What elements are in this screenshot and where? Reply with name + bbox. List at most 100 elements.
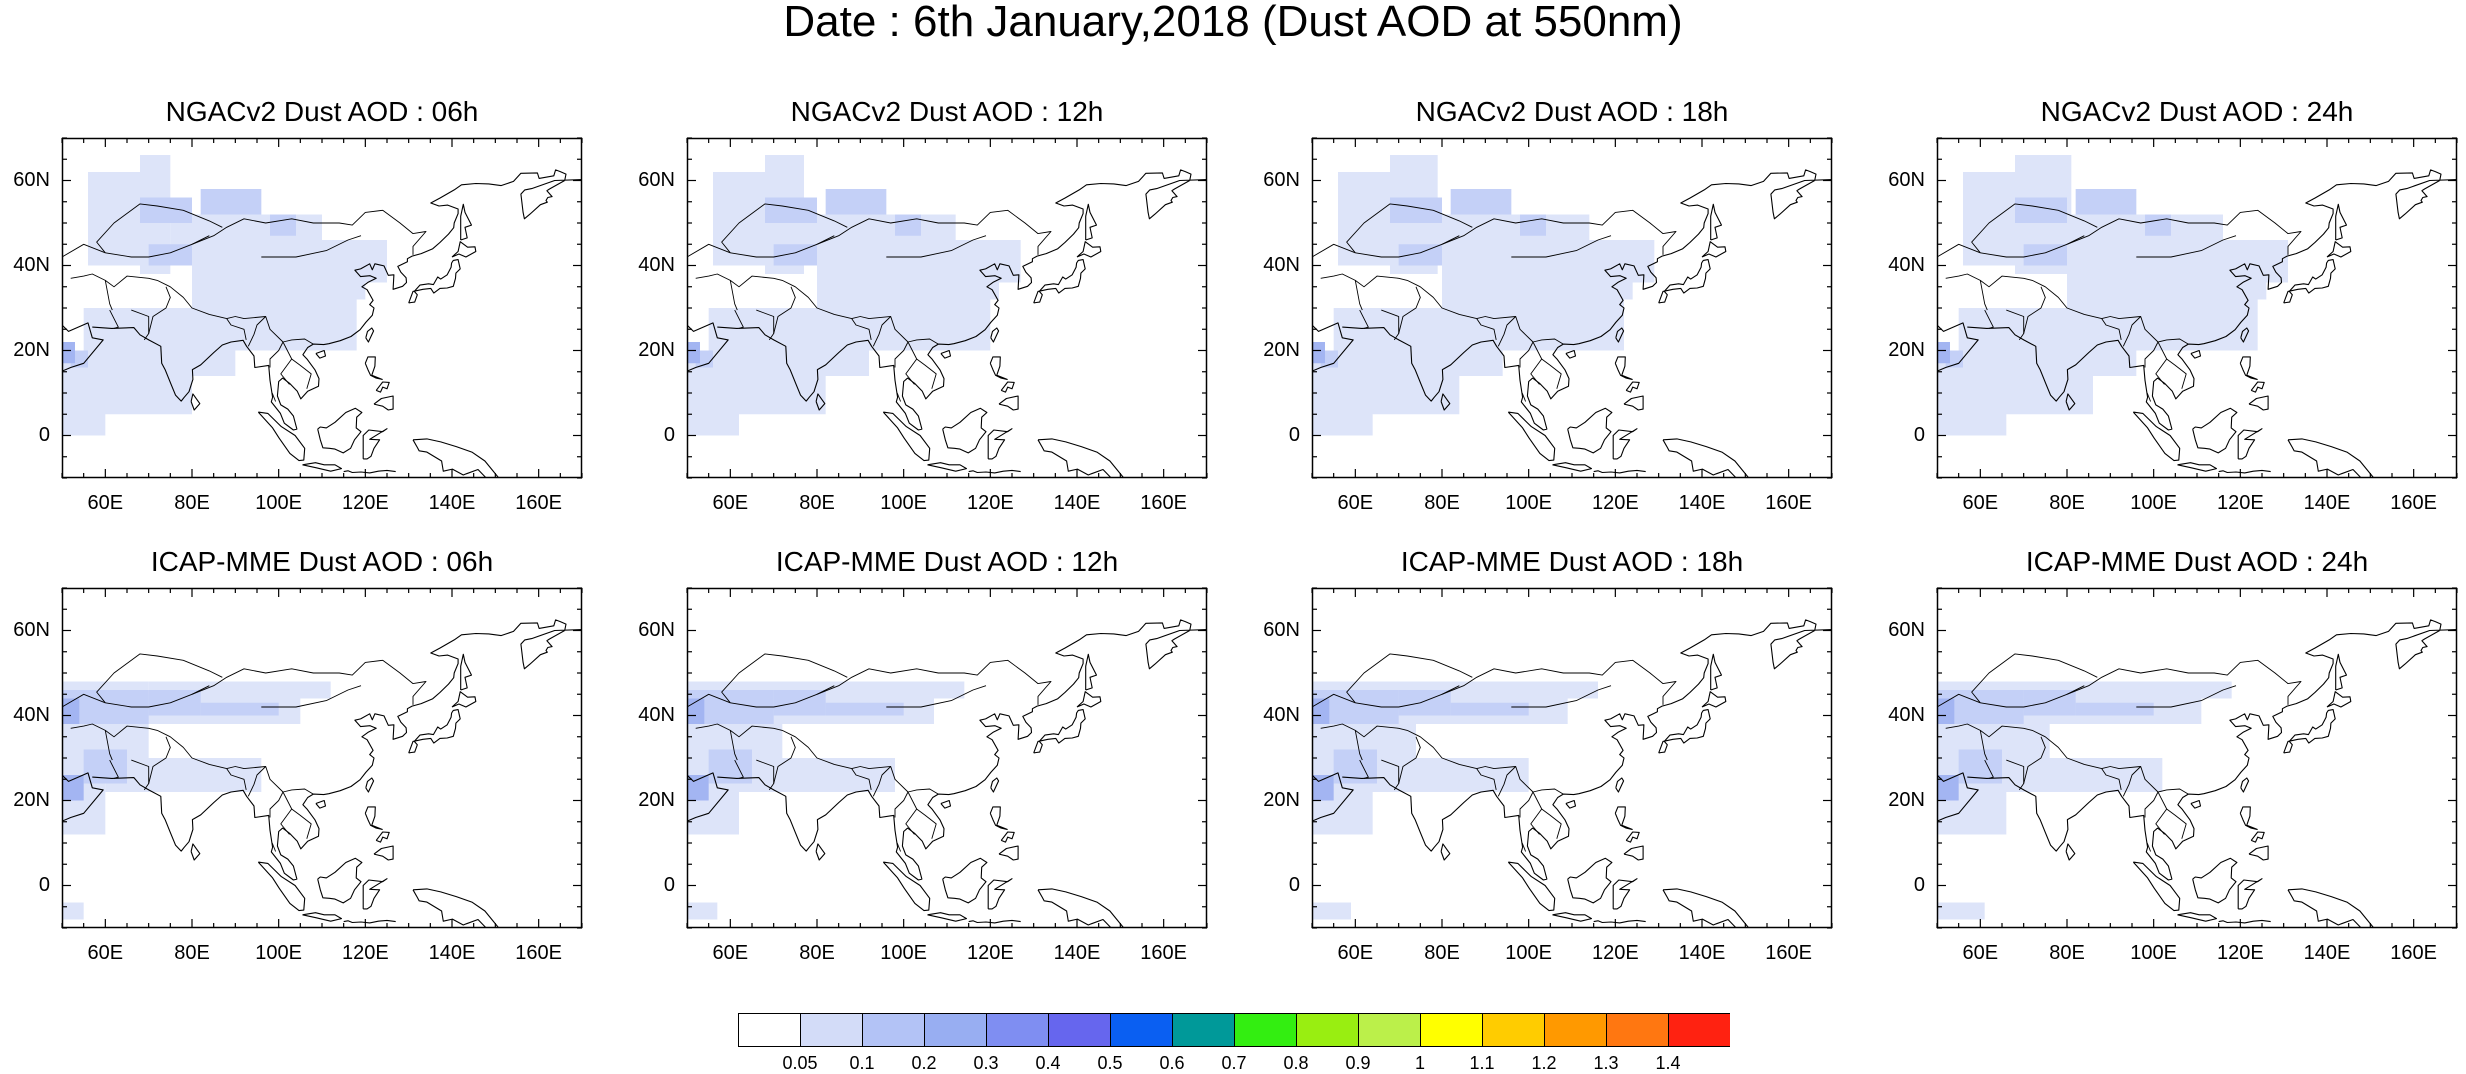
lon-tick-label: 100E — [1505, 942, 1553, 964]
map-panel: ICAP-MME Dust AOD : 18h 60N 40N 20N 0 60E 80E 1… — [1263, 546, 1833, 964]
lon-tick-label: 120E — [341, 942, 389, 964]
coastline — [1507, 411, 1556, 462]
country-border — [104, 730, 113, 761]
coastline — [1000, 381, 1015, 393]
lat-tick-label: 20N — [1888, 338, 1925, 361]
coastline — [1658, 259, 1711, 304]
coastline — [2192, 857, 2238, 904]
country-border — [695, 723, 939, 795]
country-border — [1381, 759, 1400, 791]
coastline — [62, 758, 104, 822]
coastline — [1312, 758, 1354, 822]
country-border — [756, 309, 775, 341]
country-border — [1519, 791, 1534, 818]
coastline — [2326, 241, 2352, 258]
colorbar-label: 0.05 — [782, 1053, 818, 1073]
lon-tick-label: 60E — [712, 942, 749, 964]
dust-shade-light — [96, 333, 192, 415]
country-border — [271, 392, 277, 402]
colorbar-label: 1.4 — [1655, 1053, 1681, 1073]
coastline — [687, 758, 729, 822]
lon-tick-label: 80E — [2049, 942, 2085, 964]
dust-shade-medium — [1450, 189, 1512, 215]
lon-tick-label: 80E — [799, 492, 835, 514]
coastline — [882, 861, 931, 912]
dust-shade-dark — [687, 775, 709, 801]
map-panel: NGACv2 Dust AOD : 18h 60N 40N 20N 0 60E 80E 100… — [1263, 96, 1833, 514]
coastline — [1033, 709, 1086, 754]
coastline — [1593, 919, 1646, 924]
lon-tick-label: 80E — [799, 942, 835, 964]
colorbar-swatch — [1606, 1013, 1669, 1047]
dust-shade-medium — [773, 244, 817, 266]
country-border — [1312, 659, 1677, 708]
coastline — [362, 428, 388, 460]
coastline — [257, 411, 306, 462]
country-border — [2122, 316, 2142, 347]
coastline — [990, 327, 1000, 343]
country-border — [191, 235, 210, 245]
lat-tick-label: 0 — [1288, 423, 1300, 446]
dust-shade-medium — [2145, 214, 2171, 236]
country-border — [687, 659, 1052, 708]
lon-tick-label: 160E — [1140, 492, 1188, 514]
coastline — [940, 799, 952, 809]
coastline — [1710, 203, 1723, 241]
colorbar-label: 0.4 — [1035, 1053, 1061, 1073]
coastline — [1000, 831, 1015, 843]
coastline — [451, 241, 477, 258]
country-border — [886, 685, 987, 708]
coastline — [968, 919, 1021, 924]
country-border — [1511, 235, 1612, 258]
coastline — [1565, 349, 1577, 359]
coastline — [2132, 861, 2181, 912]
map-plot — [1936, 587, 2458, 929]
lat-tick-label: 60N — [1888, 168, 1925, 191]
map-plot — [1311, 137, 1833, 479]
dust-shade-light — [2101, 299, 2258, 351]
lat-tick-label: 0 — [1288, 873, 1300, 896]
lat-tick-label: 60N — [1888, 618, 1925, 641]
country-border — [2144, 341, 2159, 368]
country-border — [226, 318, 247, 340]
country-border — [1441, 235, 1460, 245]
coastline — [1565, 799, 1577, 809]
panel-title: ICAP-MME Dust AOD : 06h — [150, 546, 494, 577]
coastline — [1701, 241, 1727, 258]
coastline — [987, 878, 1013, 910]
dust-shade-medium — [2023, 244, 2067, 266]
coastline — [998, 395, 1019, 411]
dust-shade-light — [851, 299, 991, 351]
dust-shade-dark — [62, 342, 75, 364]
lon-tick-label: 100E — [880, 942, 928, 964]
dust-shade-medium — [1520, 214, 1546, 236]
lat-tick-label: 60N — [1263, 618, 1300, 641]
coastline — [1085, 203, 1098, 241]
coastline — [1710, 653, 1723, 691]
map-plot — [61, 587, 583, 929]
coastline — [343, 469, 396, 474]
dust-shade-light — [2175, 240, 2288, 283]
coastline — [1615, 777, 1625, 793]
colorbar-swatch — [862, 1013, 925, 1047]
country-border — [1320, 273, 1564, 345]
lon-tick-label: 120E — [2216, 492, 2264, 514]
dust-shade-light — [730, 758, 895, 792]
coastline — [1076, 691, 1102, 708]
lon-tick-label: 100E — [1505, 492, 1553, 514]
lon-tick-label: 60E — [87, 942, 124, 964]
lon-tick-label: 160E — [1140, 942, 1188, 964]
coastline — [815, 393, 826, 411]
map-plot — [686, 587, 1208, 929]
lon-tick-label: 60E — [87, 492, 124, 514]
colorbar-swatch — [924, 1013, 987, 1047]
colorbar-label: 0.2 — [911, 1053, 937, 1073]
dust-shade-medium — [270, 214, 296, 236]
country-border — [261, 685, 362, 708]
coastline — [257, 861, 306, 912]
country-border — [2066, 685, 2085, 695]
lon-tick-label: 160E — [515, 942, 563, 964]
dust-shade-light — [226, 299, 357, 351]
coastline — [2237, 878, 2263, 910]
coastline — [1612, 428, 1638, 460]
